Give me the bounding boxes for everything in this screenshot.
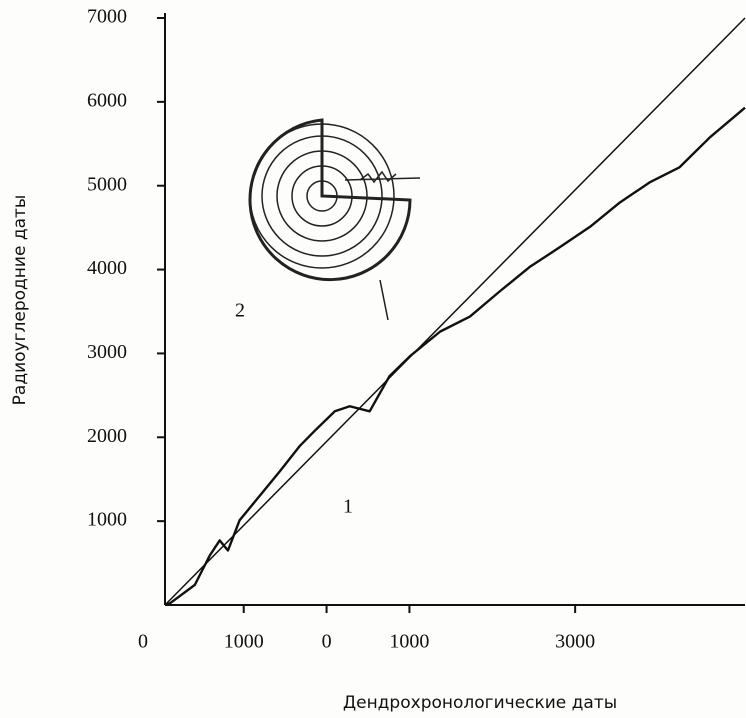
y-tick-label: 7000 (87, 6, 127, 28)
x-tick-label: 0 (138, 631, 148, 653)
annotation: 2 (235, 300, 245, 322)
y-axis-title: Радиоуглеродние даты (10, 195, 30, 406)
chart: Дендрохронологические даты Радиоуглеродн… (0, 0, 746, 718)
y-tick-label: 2000 (87, 425, 127, 447)
tree-ring-drawing (250, 120, 420, 320)
x-tick-label: 1000 (389, 631, 429, 653)
x-tick-label: 0 (322, 631, 332, 653)
x-tick-label: 3000 (555, 631, 595, 653)
x-axis-title: Дендрохронологические даты (343, 693, 617, 713)
y-tick-label: 3000 (87, 341, 127, 363)
x-tick-label: 1000 (224, 631, 264, 653)
annotation: 1 (343, 496, 353, 518)
y-tick-label: 4000 (87, 257, 127, 279)
y-tick-label: 1000 (87, 509, 127, 531)
y-tick-label: 6000 (87, 89, 127, 111)
data-line (165, 18, 745, 605)
y-tick-label: 5000 (87, 173, 127, 195)
